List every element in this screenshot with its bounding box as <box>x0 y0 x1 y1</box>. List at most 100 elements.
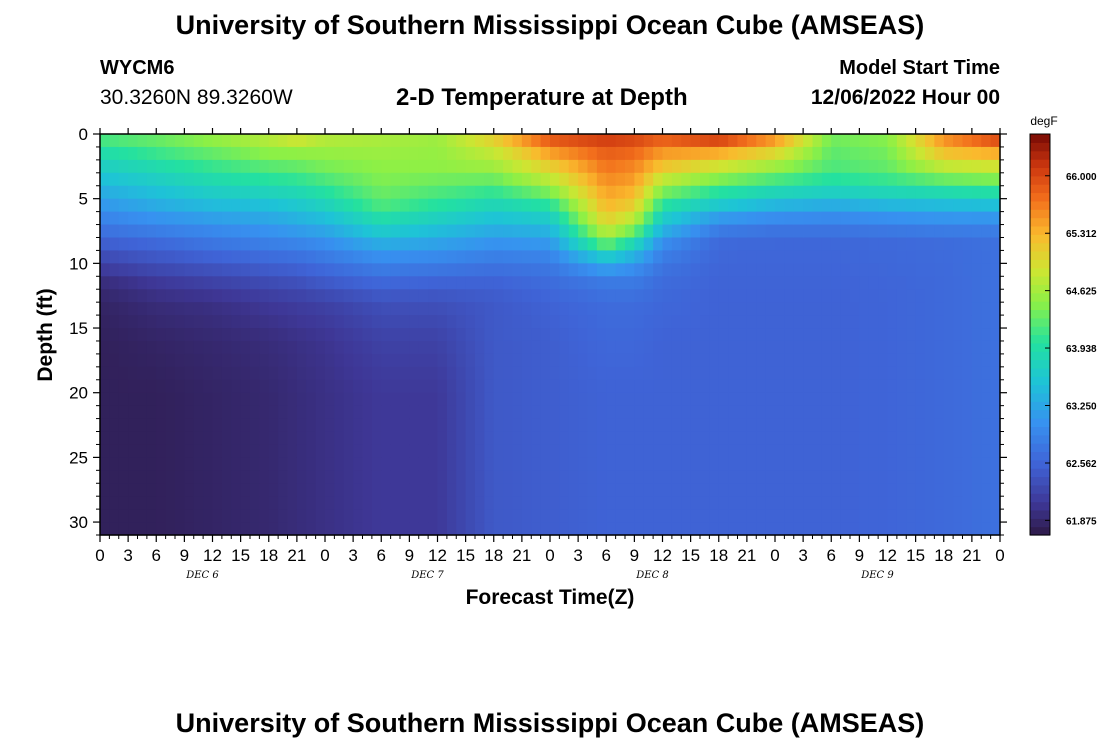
heatmap-cell <box>981 198 992 213</box>
heatmap-cell <box>437 250 448 264</box>
heatmap-cell <box>296 328 307 342</box>
heatmap-cell <box>596 172 607 187</box>
heatmap-cell <box>250 328 260 342</box>
heatmap-cell <box>212 379 223 394</box>
heatmap-cell <box>625 185 635 200</box>
heatmap-cell <box>906 353 917 368</box>
heatmap-cell <box>821 134 832 148</box>
heatmap-cell <box>887 366 898 381</box>
heatmap-cell <box>643 496 654 510</box>
heatmap-cell <box>971 509 982 523</box>
heatmap-cell <box>184 522 195 536</box>
heatmap-cell <box>915 340 926 355</box>
heatmap-cell <box>400 134 410 148</box>
heatmap-cell <box>868 134 879 148</box>
heatmap-cell <box>971 289 982 303</box>
heatmap-cell <box>484 340 495 355</box>
heatmap-cell <box>240 353 251 368</box>
heatmap-cell <box>156 431 167 446</box>
heatmap-cell <box>896 172 907 187</box>
heatmap-cell <box>475 522 485 536</box>
heatmap-cell <box>484 185 495 200</box>
heatmap-cell <box>643 302 654 316</box>
heatmap-cell <box>671 340 682 355</box>
heatmap-cell <box>981 431 992 446</box>
heatmap-cell <box>287 276 298 290</box>
heatmap-cell <box>793 457 804 471</box>
heatmap-cell <box>100 172 110 187</box>
heatmap-cell <box>400 392 410 407</box>
heatmap-cell <box>409 470 420 484</box>
heatmap-cell <box>596 340 607 355</box>
heatmap-cell <box>662 457 673 471</box>
heatmap-cell <box>456 276 467 290</box>
heatmap-cell <box>540 509 551 523</box>
heatmap-cell <box>700 276 710 290</box>
heatmap-cell <box>296 405 307 420</box>
heatmap-cell <box>728 418 739 433</box>
heatmap-cell <box>756 392 767 407</box>
heatmap-cell <box>662 263 673 277</box>
heatmap-cell <box>840 134 851 148</box>
heatmap-cell <box>250 392 260 407</box>
heatmap-cell <box>446 457 457 471</box>
heatmap-cell <box>953 237 964 252</box>
heatmap-cell <box>334 198 345 213</box>
heatmap-cell <box>671 263 682 277</box>
heatmap-cell <box>962 134 973 148</box>
heatmap-cell <box>981 457 992 471</box>
heatmap-cell <box>746 496 757 510</box>
heatmap-cell <box>896 263 907 277</box>
heatmap-cell <box>765 522 776 536</box>
heatmap-cell <box>146 509 157 523</box>
heatmap-cell <box>840 522 851 536</box>
heatmap-cell <box>484 444 495 458</box>
heatmap-cell <box>925 483 935 497</box>
heatmap-cell <box>971 315 982 329</box>
heatmap-cell <box>334 211 345 226</box>
heatmap-cell <box>625 237 635 252</box>
heatmap-cell <box>700 302 710 316</box>
heatmap-cell <box>503 392 514 407</box>
heatmap-cell <box>437 418 448 433</box>
heatmap-cell <box>287 470 298 484</box>
heatmap-cell <box>175 211 185 226</box>
heatmap-cell <box>587 146 598 161</box>
heatmap-cell <box>784 483 795 497</box>
heatmap-cell <box>231 483 242 497</box>
heatmap-cell <box>100 353 110 368</box>
heatmap-cell <box>700 134 710 148</box>
heatmap-cell <box>446 496 457 510</box>
heatmap-cell <box>390 134 401 148</box>
heatmap-cell <box>268 379 279 394</box>
heatmap-cell <box>643 263 654 277</box>
heatmap-cell <box>278 134 289 148</box>
colorbar-segment <box>1030 184 1050 194</box>
heatmap-cell <box>418 418 429 433</box>
heatmap-cell <box>100 366 110 381</box>
heatmap-cell <box>240 276 251 290</box>
station-coordinates: 30.3260N 89.3260W <box>100 86 293 109</box>
heatmap-cell <box>212 263 223 277</box>
heatmap-cell <box>925 353 935 368</box>
heatmap-cell <box>446 302 457 316</box>
heatmap-cell <box>915 263 926 277</box>
heatmap-cell <box>990 444 1001 458</box>
heatmap-cell <box>606 418 617 433</box>
heatmap-cell <box>100 185 110 200</box>
heatmap-cell <box>287 392 298 407</box>
heatmap-cell <box>971 146 982 161</box>
heatmap-cell <box>971 263 982 277</box>
colorbar-tick-label: 62.562 <box>1066 459 1097 470</box>
heatmap-cell <box>100 302 110 316</box>
heatmap-cell <box>146 366 157 381</box>
heatmap-cell <box>156 224 167 239</box>
heatmap-cell <box>596 146 607 161</box>
heatmap-cell <box>259 211 270 226</box>
heatmap-cell <box>493 263 504 277</box>
heatmap-cell <box>887 483 898 497</box>
heatmap-cell <box>943 172 954 187</box>
heatmap-cell <box>840 366 851 381</box>
heatmap-cell <box>981 172 992 187</box>
heatmap-cell <box>906 366 917 381</box>
